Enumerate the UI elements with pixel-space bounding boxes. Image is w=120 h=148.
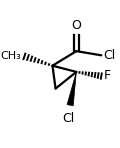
Text: O: O	[71, 19, 81, 32]
Text: CH₃: CH₃	[1, 51, 21, 61]
Polygon shape	[67, 72, 76, 106]
Text: Cl: Cl	[103, 49, 116, 62]
Text: F: F	[103, 69, 111, 82]
Text: Cl: Cl	[62, 112, 74, 125]
